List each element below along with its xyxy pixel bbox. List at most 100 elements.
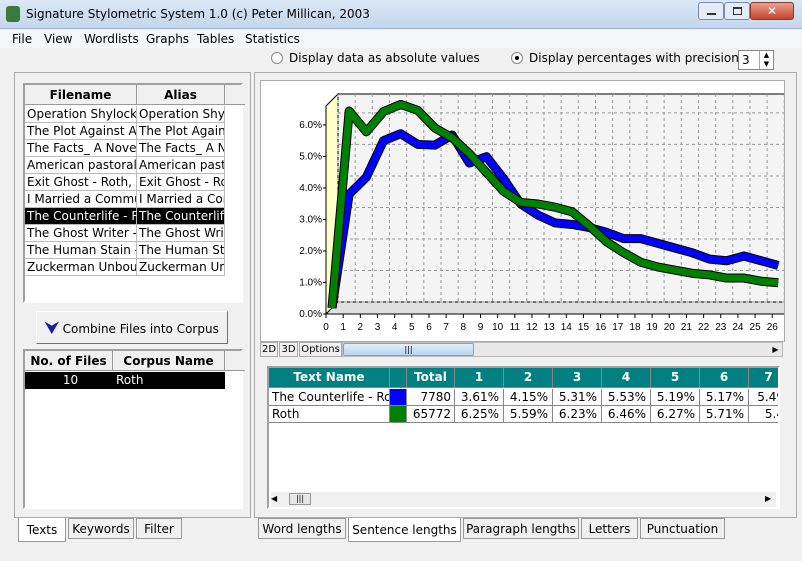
menu-item[interactable]: Wordlists xyxy=(84,32,139,46)
file-cell[interactable]: Operation Shylock xyxy=(25,106,137,123)
close-button[interactable]: ✕ xyxy=(750,2,794,20)
file-cell[interactable]: The Ghost Writer - xyxy=(25,225,137,242)
value-cell: 5.4 xyxy=(749,406,778,423)
left-panel xyxy=(14,72,251,518)
x-tick-label: 1 xyxy=(340,322,346,333)
minimize-button[interactable] xyxy=(698,2,724,20)
x-tick-label: 21 xyxy=(681,322,693,333)
file-cell[interactable]: The Plot Against A xyxy=(25,123,137,140)
value-cell: 6.23% xyxy=(553,406,602,423)
file-cell[interactable]: American pasto xyxy=(137,157,225,174)
menu-item[interactable]: Graphs xyxy=(146,32,190,46)
chart-view-button[interactable]: 3D xyxy=(279,342,298,357)
column-header: 6 xyxy=(700,368,749,388)
combine-button[interactable]: ⮟ Combine Files into Corpus xyxy=(36,311,228,344)
spinner-arrows[interactable]: ▲ ▼ xyxy=(759,51,773,69)
file-cell[interactable]: Operation Shyl xyxy=(137,106,225,123)
text-name-cell: The Counterlife - Rot xyxy=(269,389,390,406)
x-tick-label: 8 xyxy=(461,322,467,333)
x-tick-label: 5 xyxy=(409,322,415,333)
x-tick-label: 14 xyxy=(561,322,573,333)
x-tick-label: 12 xyxy=(526,322,538,333)
file-cell[interactable]: American pastoral xyxy=(25,157,137,174)
tab[interactable]: Paragraph lengths xyxy=(463,518,579,539)
value-cell: 5.49 xyxy=(749,389,778,406)
x-tick-label: 25 xyxy=(750,322,762,333)
column-header: 3 xyxy=(553,368,602,388)
tab[interactable]: Letters xyxy=(581,518,638,539)
x-tick-label: 19 xyxy=(647,322,659,333)
file-cell[interactable]: The Facts_ A N xyxy=(137,140,225,157)
x-tick-label: 6 xyxy=(426,322,432,333)
file-cell[interactable]: Zuckerman Unbou xyxy=(25,259,137,276)
file-cell[interactable]: The Human Sta xyxy=(137,242,225,259)
tab[interactable]: Sentence lengths xyxy=(348,518,461,542)
tab[interactable]: Word lengths xyxy=(258,518,346,539)
x-tick-label: 24 xyxy=(732,322,744,333)
precision-spinner[interactable]: 3 ▲ ▼ xyxy=(738,50,774,70)
file-cell[interactable]: The Human Stain - xyxy=(25,242,137,259)
x-tick-label: 17 xyxy=(612,322,624,333)
x-tick-label: 18 xyxy=(629,322,641,333)
x-tick-label: 13 xyxy=(544,322,556,333)
column-header: Total xyxy=(407,368,455,388)
x-tick-label: 23 xyxy=(715,322,727,333)
tab[interactable]: Punctuation xyxy=(640,518,725,539)
series-line xyxy=(328,100,779,309)
text-name-cell: Roth xyxy=(269,406,390,423)
value-cell: 6.46% xyxy=(602,406,651,423)
y-tick-label: 3.0% xyxy=(299,214,322,225)
y-tick-label: 5.0% xyxy=(299,151,322,162)
chart-view-button[interactable]: 2D xyxy=(260,342,278,357)
radio-label: Display data as absolute values xyxy=(289,51,480,65)
corpus-cell[interactable]: 10 xyxy=(25,372,113,389)
value-cell: 5.17% xyxy=(700,389,749,406)
scroll-thumb[interactable]: ||| xyxy=(343,343,474,356)
file-cell[interactable]: The Counterlife xyxy=(137,208,225,225)
data-table-frame: Text Name Total 1 2 3 4 5 6 7 The Counterlife - R… xyxy=(267,366,780,509)
menu-item[interactable]: File xyxy=(12,32,33,46)
x-tick-label: 7 xyxy=(443,322,449,333)
value-cell: 4.15% xyxy=(504,389,553,406)
corpus-cell[interactable]: Roth xyxy=(113,372,225,389)
x-tick-label: 15 xyxy=(578,322,590,333)
tab[interactable]: Filter xyxy=(136,518,182,539)
file-cell[interactable]: Zuckerman Unb xyxy=(137,259,225,276)
tab[interactable]: Texts xyxy=(18,518,66,542)
file-cell[interactable]: Exit Ghost - Roth, xyxy=(25,174,137,191)
menu-item[interactable]: Tables xyxy=(197,32,235,46)
chart-view-button[interactable]: Options xyxy=(299,342,342,357)
value-cell: 6.25% xyxy=(455,406,504,423)
scroll-arrow[interactable]: ▶ xyxy=(772,345,779,354)
value-cell: 6.27% xyxy=(651,406,700,423)
file-cell[interactable]: The Ghost Writ xyxy=(137,225,225,242)
radio-percent[interactable] xyxy=(511,52,523,64)
menu-bar: File View Wordlists Graphs Tables Statistics xyxy=(0,30,802,48)
chart-controls: ||| ▶ 2D 3D Options xyxy=(260,342,785,357)
table-scrollbar[interactable]: ◀ ||| ▶ xyxy=(271,492,776,507)
x-tick-label: 20 xyxy=(664,322,676,333)
maximize-button[interactable] xyxy=(724,2,750,20)
file-cell[interactable]: I Married a Commu xyxy=(25,191,137,208)
chart-scrollbar[interactable]: ||| ▶ xyxy=(342,342,783,357)
menu-item[interactable]: View xyxy=(44,32,73,46)
files-table: Filename Alias Operation Shylock Operation … xyxy=(23,83,245,303)
x-tick-label: 16 xyxy=(595,322,607,333)
radio-absolute[interactable] xyxy=(271,52,283,64)
y-tick-label: 1.0% xyxy=(299,277,322,288)
header-filler xyxy=(225,85,245,105)
title-bar: Signature Stylometric System 1.0 (c) Pet… xyxy=(0,0,802,29)
file-cell[interactable]: The Plot Again xyxy=(137,123,225,140)
x-tick-label: 10 xyxy=(492,322,504,333)
column-header: Text Name xyxy=(269,368,390,388)
tab[interactable]: Keywords xyxy=(68,518,134,539)
file-cell[interactable]: The Counterlife - R xyxy=(25,208,137,225)
scroll-thumb[interactable]: ||| xyxy=(289,493,311,505)
total-cell: 65772 xyxy=(407,406,455,423)
right-panel xyxy=(254,72,797,518)
file-cell[interactable]: The Facts_ A Nove xyxy=(25,140,137,157)
file-cell[interactable]: I Married a Cor xyxy=(137,191,225,208)
file-cell[interactable]: Exit Ghost - Ro xyxy=(137,174,225,191)
total-cell: 7780 xyxy=(407,389,455,406)
menu-item[interactable]: Statistics xyxy=(245,32,300,46)
